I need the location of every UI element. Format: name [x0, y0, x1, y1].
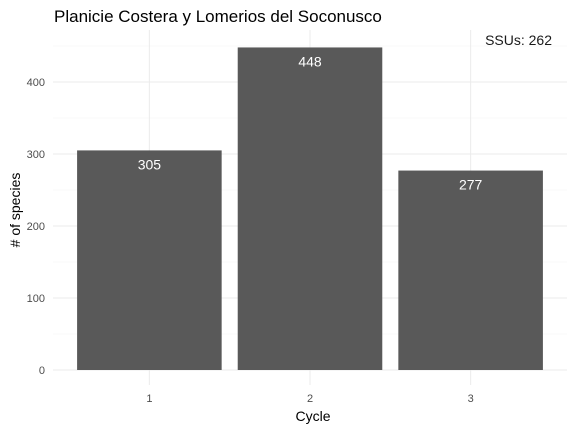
y-tick-label: 0: [39, 365, 45, 377]
y-tick-label: 200: [27, 221, 45, 233]
y-tick-label: 400: [27, 77, 45, 89]
y-axis-title: # of species: [7, 173, 23, 248]
bar-value-label: 277: [459, 177, 483, 193]
bar-value-label: 305: [138, 156, 162, 172]
bar-labels: 305 448 277: [138, 53, 483, 192]
bars: [77, 47, 543, 370]
ssu-annotation: SSUs: 262: [485, 32, 552, 48]
x-axis-ticks: 1 2 3: [146, 393, 473, 405]
x-axis-title: Cycle: [295, 408, 330, 424]
bar-value-label: 448: [298, 53, 322, 69]
x-tick-label: 3: [468, 393, 474, 405]
y-axis-ticks: 0 100 200 300 400: [27, 77, 45, 377]
x-tick-label: 2: [307, 393, 313, 405]
y-tick-label: 300: [27, 149, 45, 161]
x-tick-label: 1: [146, 393, 152, 405]
bar-cycle-1: [77, 150, 222, 370]
y-tick-label: 100: [27, 293, 45, 305]
bar-cycle-3: [398, 170, 543, 370]
bar-cycle-2: [237, 47, 383, 370]
chart-title: Planicie Costera y Lomerios del Soconusc…: [54, 7, 382, 26]
